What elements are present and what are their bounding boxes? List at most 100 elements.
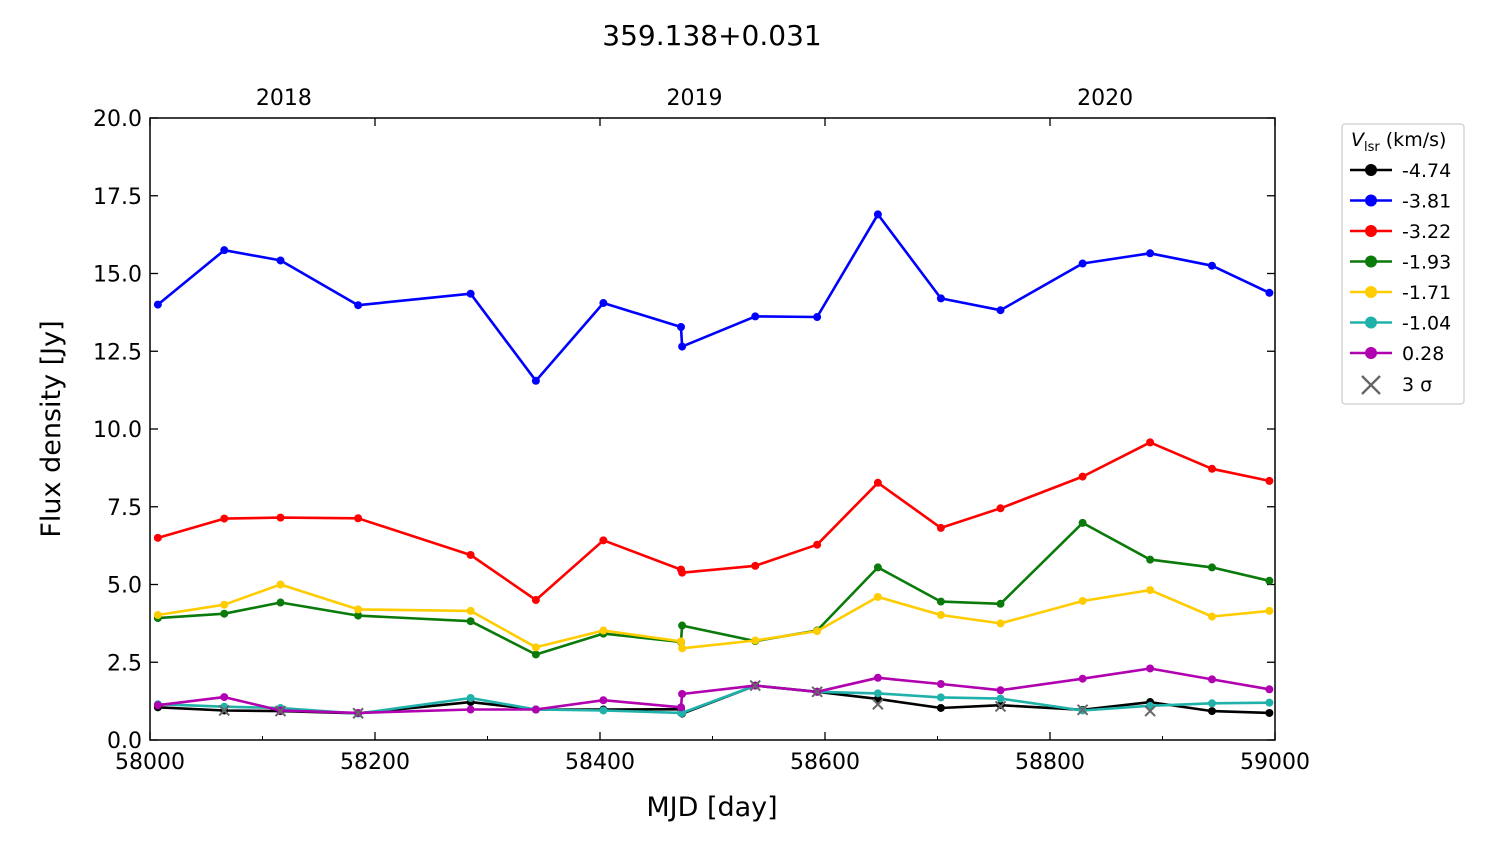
y-tick-label: 7.5 bbox=[107, 496, 142, 521]
data-point bbox=[1265, 606, 1274, 615]
data-point bbox=[936, 703, 945, 712]
data-point bbox=[1208, 612, 1216, 621]
year-tick-label: 2018 bbox=[256, 86, 312, 111]
legend-marker bbox=[1365, 255, 1377, 268]
data-point bbox=[936, 610, 945, 619]
series-2 bbox=[153, 438, 1274, 605]
legend-label: -4.74 bbox=[1402, 160, 1451, 182]
data-point bbox=[1208, 464, 1216, 473]
data-point bbox=[677, 637, 685, 646]
data-point bbox=[678, 644, 687, 653]
data-point bbox=[276, 513, 285, 522]
data-point bbox=[153, 300, 162, 309]
series-lines bbox=[153, 210, 1274, 718]
legend-entry: 0.28 bbox=[1350, 343, 1444, 365]
data-point bbox=[1208, 675, 1216, 684]
data-point bbox=[220, 246, 229, 255]
legend-entry: -3.81 bbox=[1350, 191, 1451, 213]
data-point bbox=[220, 514, 229, 523]
data-point bbox=[996, 694, 1005, 703]
year-tick-label: 2020 bbox=[1077, 86, 1133, 111]
data-point bbox=[996, 306, 1005, 315]
data-point bbox=[1208, 707, 1216, 716]
data-point bbox=[678, 621, 687, 630]
data-point bbox=[531, 596, 540, 605]
data-point bbox=[1146, 249, 1155, 258]
data-point bbox=[276, 598, 285, 607]
x-tick-label: 58000 bbox=[115, 750, 185, 775]
x-tick-label: 59000 bbox=[1240, 750, 1310, 775]
upper-limit-legend-marker bbox=[1361, 375, 1381, 395]
data-point bbox=[531, 650, 540, 659]
tick-marks bbox=[149, 117, 1276, 741]
legend-label: -1.04 bbox=[1402, 313, 1451, 335]
data-point bbox=[599, 536, 608, 545]
legend-entries: -4.74 -3.81 -3.22 -1.93 -1.71 -1.04 0.28 bbox=[1350, 160, 1451, 365]
y-tick-label: 20.0 bbox=[93, 107, 142, 132]
data-point bbox=[1078, 596, 1087, 605]
data-point bbox=[354, 514, 363, 523]
upper-limit-marker bbox=[872, 698, 884, 710]
upper-limit-marker bbox=[352, 707, 364, 719]
series-4 bbox=[153, 580, 1274, 653]
data-point bbox=[599, 706, 608, 715]
data-point bbox=[873, 592, 882, 601]
legend-marker bbox=[1365, 286, 1377, 298]
year-tick-labels: 2018 2019 2020 bbox=[256, 86, 1133, 111]
data-point bbox=[751, 312, 760, 321]
data-point bbox=[466, 694, 475, 703]
data-point bbox=[1078, 259, 1087, 268]
data-point bbox=[1265, 288, 1274, 297]
legend-entry: -1.04 bbox=[1350, 313, 1451, 335]
x-tick-label: 58800 bbox=[1015, 750, 1085, 775]
legend-label: 0.28 bbox=[1402, 343, 1444, 365]
data-point bbox=[220, 609, 229, 618]
data-point bbox=[813, 540, 822, 549]
data-point bbox=[354, 611, 363, 620]
data-point bbox=[153, 533, 162, 542]
legend-title: Vlsr (km/s) bbox=[1351, 129, 1446, 155]
legend-entry: -1.93 bbox=[1350, 252, 1451, 274]
series-3 bbox=[153, 518, 1274, 659]
data-point bbox=[599, 299, 608, 308]
data-point bbox=[466, 550, 475, 559]
legend-entry-upper-limit: 3 σ bbox=[1361, 374, 1432, 396]
data-point bbox=[1078, 472, 1087, 481]
data-point bbox=[276, 580, 285, 589]
legend: Vlsr (km/s) -4.74 -3.81 -3.22 -1.93 -1.71 -1.… bbox=[1341, 123, 1465, 405]
data-point bbox=[996, 504, 1005, 513]
upper-limit-marker bbox=[274, 705, 287, 717]
data-point bbox=[1208, 261, 1216, 270]
data-point bbox=[531, 705, 540, 714]
data-point bbox=[1265, 698, 1274, 707]
upper-limit-marker bbox=[749, 679, 761, 692]
data-point bbox=[873, 689, 882, 698]
data-point bbox=[677, 703, 685, 712]
upper-limit-marker bbox=[218, 704, 230, 717]
series-6 bbox=[153, 664, 1274, 717]
year-tick-label: 2019 bbox=[667, 86, 723, 111]
data-point bbox=[678, 342, 687, 351]
data-point bbox=[996, 599, 1005, 608]
legend-label: -1.71 bbox=[1402, 282, 1451, 304]
data-point bbox=[936, 597, 945, 606]
data-point bbox=[873, 673, 882, 682]
y-tick-label: 17.5 bbox=[93, 185, 142, 210]
legend-entry: -3.22 bbox=[1350, 221, 1451, 243]
data-point bbox=[873, 563, 882, 572]
data-point bbox=[996, 619, 1005, 628]
upper-limit-markers bbox=[218, 679, 1156, 719]
series-line bbox=[157, 441, 1270, 602]
x-tick-label: 58400 bbox=[565, 750, 635, 775]
upper-limit-marker bbox=[1076, 704, 1089, 716]
data-point bbox=[751, 561, 760, 570]
data-point bbox=[678, 568, 687, 577]
data-point bbox=[1146, 555, 1155, 564]
data-point bbox=[531, 376, 540, 385]
data-point bbox=[751, 636, 760, 645]
data-point bbox=[276, 256, 285, 265]
data-point bbox=[677, 322, 685, 331]
data-point bbox=[813, 627, 822, 636]
x-tick-label: 58200 bbox=[340, 750, 410, 775]
legend-title-symbol: V bbox=[1351, 129, 1366, 151]
